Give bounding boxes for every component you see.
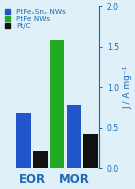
Legend: PtFeₓSnₓ NWs, PtFe NWs, Pt/C: PtFeₓSnₓ NWs, PtFe NWs, Pt/C: [4, 8, 67, 29]
Y-axis label: J / A mg⁻¹: J / A mg⁻¹: [123, 66, 132, 109]
Bar: [83, 134, 98, 168]
Bar: [33, 150, 48, 168]
Bar: [50, 40, 64, 168]
Bar: [16, 113, 31, 168]
Bar: [67, 105, 81, 168]
